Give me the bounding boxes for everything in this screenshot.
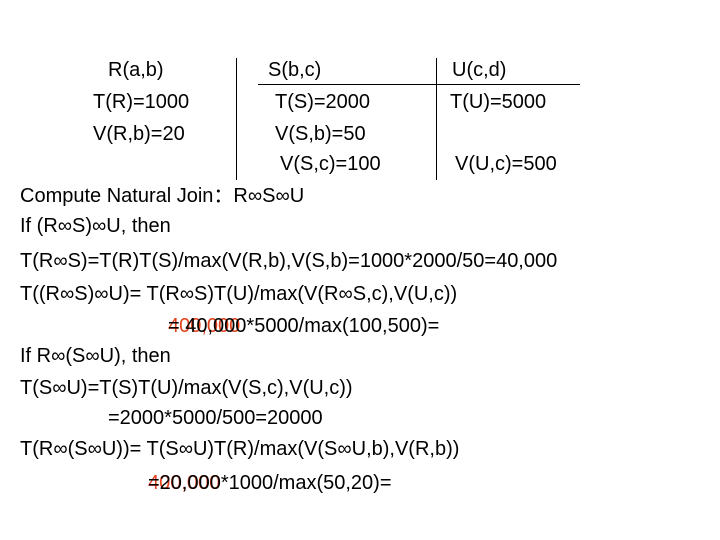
text-line: =20,000*1000/max(50,20)= 400,000 (148, 471, 392, 495)
column-item: T(U)=5000 (450, 91, 547, 113)
line-text: If R∞(S∞U), then (20, 345, 171, 367)
column-item: T(S)=2000 (275, 91, 371, 113)
line-text: If (R∞S)∞U, then (20, 215, 171, 237)
column-header: R(a,b) (108, 59, 164, 81)
column-divider (236, 58, 237, 180)
header-rule (258, 84, 580, 85)
line-text: T(R∞(S∞U))= T(S∞U)T(R)/max(V(S∞U,b),V(R,… (20, 438, 460, 460)
column-header: U(c,d) (452, 59, 507, 81)
line-text: T((R∞S)∞U)= T(R∞S)T(U)/max(V(R∞S,c),V(U,… (20, 283, 458, 305)
line-text: T(R∞S)=T(R)T(S)/max(V(R,b),V(S,b)=1000*2… (20, 250, 558, 272)
column-item: V(R,b)=20 (93, 123, 185, 145)
line-text: = 40,000*5000/max(100,500)= (168, 315, 440, 337)
line-text: Compute Natural Join：R∞S∞U (20, 185, 305, 207)
column-item: V(S,b)=50 (275, 123, 366, 145)
column-item: V(U,c)=500 (455, 153, 557, 175)
highlight-result: 400,000 (168, 315, 241, 337)
highlight-result: 400,000 (148, 472, 221, 494)
line-text: =2000*5000/500=20000 (108, 407, 323, 429)
column-divider (436, 58, 437, 180)
column-item: T(R)=1000 (93, 91, 190, 113)
line-text: T(S∞U)=T(S)T(U)/max(V(S,c),V(U,c)) (20, 377, 353, 399)
column-item: V(S,c)=100 (280, 153, 381, 175)
column-header: S(b,c) (268, 59, 322, 81)
line-text: =20,000*1000/max(50,20)= (148, 472, 392, 494)
text-line: = 40,000*5000/max(100,500)= 400,000 (168, 314, 439, 338)
